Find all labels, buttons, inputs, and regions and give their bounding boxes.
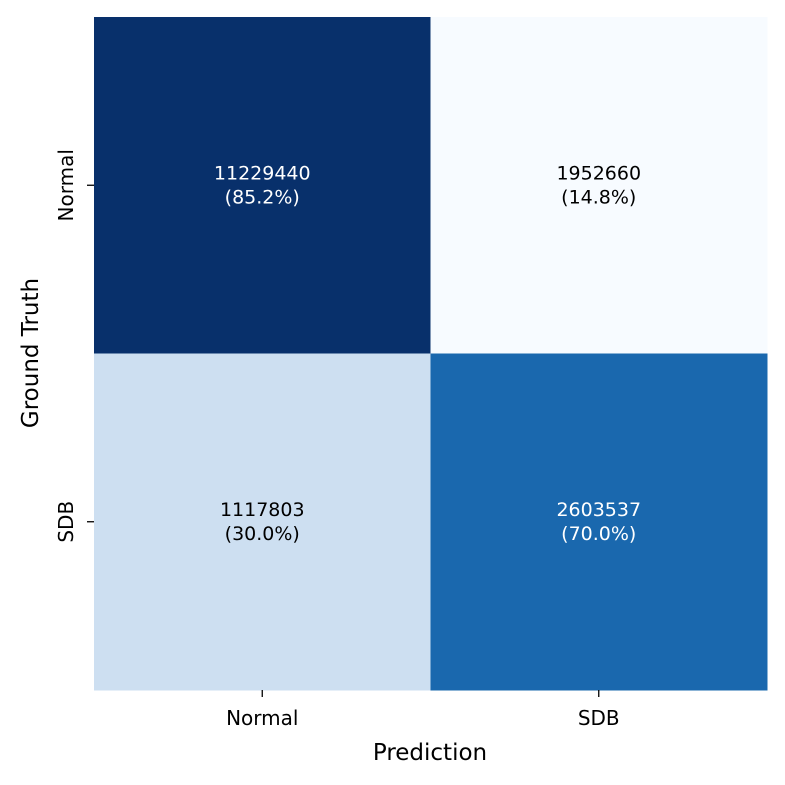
cell-count-r1-c1: 2603537	[556, 499, 641, 521]
y-axis-title: Ground Truth	[18, 278, 44, 428]
heatmap-cell-r1-c0	[94, 353, 431, 691]
cell-percent-r1-c1: (70.0%)	[561, 523, 636, 545]
x-tick-label-0: Normal	[226, 706, 298, 730]
cell-count-r1-c0: 1117803	[220, 499, 305, 521]
cell-labels: 11229440(85.2%) 1952660(14.8%) 1117803(30.…	[214, 162, 641, 545]
heatmap-cell-r0-c1	[430, 17, 768, 354]
cell-percent-r0-c1: (14.8%)	[561, 186, 636, 208]
heatmap-cells	[94, 17, 768, 691]
cell-count-r0-c0: 11229440	[214, 162, 311, 184]
cell-percent-r0-c0: (85.2%)	[225, 186, 300, 208]
axes: Normal SDB Normal SDB	[54, 149, 620, 730]
cell-percent-r1-c0: (30.0%)	[225, 523, 300, 545]
y-tick-label-1: SDB	[54, 501, 78, 543]
x-axis-title: Prediction	[373, 740, 487, 766]
x-tick-label-1: SDB	[578, 706, 620, 730]
heatmap-cell-r1-c1	[430, 353, 768, 691]
y-tick-label-0: Normal	[54, 149, 78, 221]
heatmap-cell-r0-c0	[94, 17, 431, 354]
cell-count-r0-c1: 1952660	[556, 162, 641, 184]
